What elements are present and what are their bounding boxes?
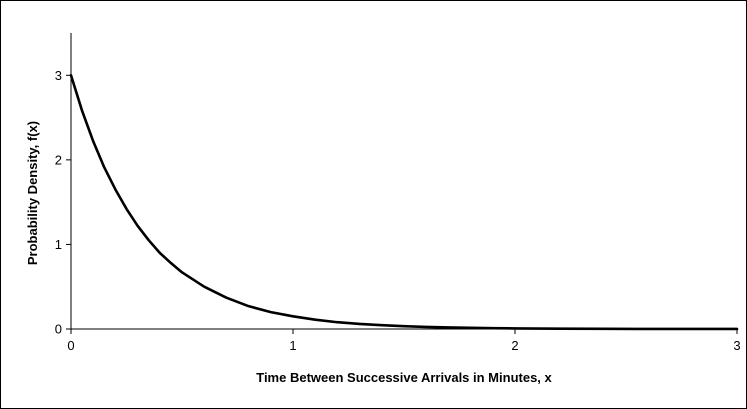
y-tick-label: 3 (55, 68, 62, 83)
x-tick-label: 1 (289, 338, 296, 353)
y-axis-title: Probability Density, f(x) (25, 121, 40, 265)
y-tick-label: 2 (55, 152, 62, 167)
y-tick-label: 1 (55, 237, 62, 252)
density-curve (69, 73, 739, 331)
x-tick-label: 0 (67, 338, 74, 353)
x-tick-label: 2 (511, 338, 518, 353)
x-tick-label: 3 (733, 338, 740, 353)
series-layer (69, 73, 739, 331)
x-axis-title: Time Between Successive Arrivals in Minu… (256, 370, 552, 385)
tick-labels: 0 1 2 3 0 1 2 3 (55, 68, 741, 353)
axes (70, 33, 737, 330)
ticks (66, 74, 738, 334)
y-tick-label: 0 (55, 322, 62, 337)
